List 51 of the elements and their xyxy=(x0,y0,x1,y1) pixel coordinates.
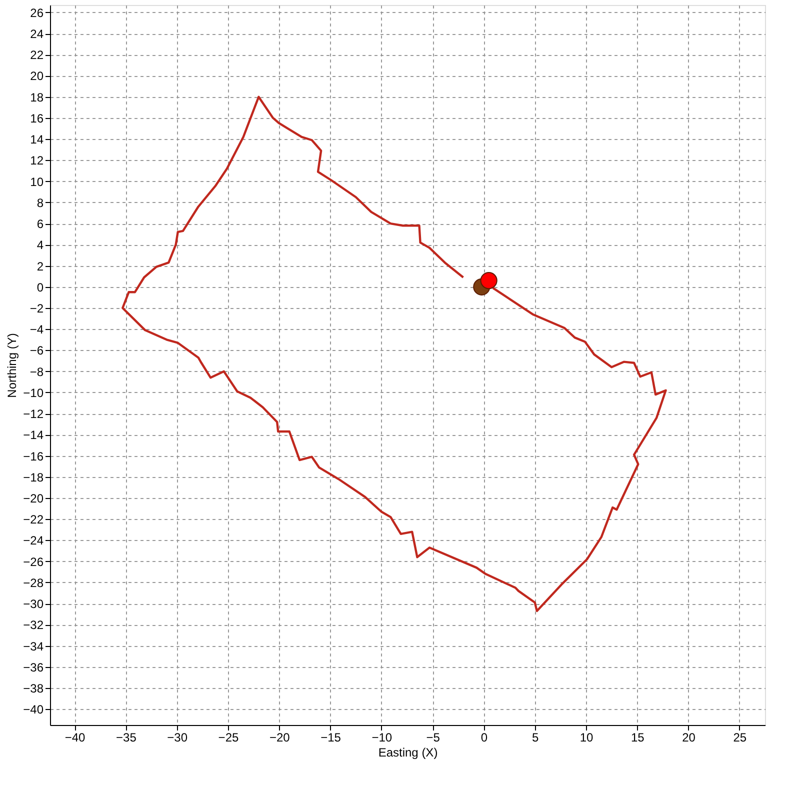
line-series xyxy=(122,96,667,612)
y-tick-label: −16 xyxy=(23,449,44,464)
x-tick-label: −20 xyxy=(269,730,290,744)
y-tick-label: −32 xyxy=(23,618,44,632)
x-tick-label: 0 xyxy=(480,730,488,744)
x-tick-label: 25 xyxy=(733,730,747,744)
x-tick-label: −40 xyxy=(64,730,86,744)
x-tick-label: −35 xyxy=(116,730,137,744)
y-tick-label: 10 xyxy=(30,174,44,189)
y-tick-label: 6 xyxy=(36,217,44,232)
y-tick-label: 12 xyxy=(30,154,44,168)
y-tick-label: 24 xyxy=(30,27,44,42)
y-tick-label: −12 xyxy=(23,407,44,422)
y-tick-label: −4 xyxy=(30,322,44,337)
y-tick-label: 14 xyxy=(30,132,44,147)
x-tick-label: −30 xyxy=(167,730,188,744)
y-tick-label: −38 xyxy=(23,682,44,696)
y-axis-title: Northing (Y) xyxy=(5,333,20,398)
y-tick-label: −30 xyxy=(23,597,44,612)
x-tick-label: −5 xyxy=(426,730,440,744)
y-tick-label: −10 xyxy=(23,386,44,400)
x-tick-label: −25 xyxy=(218,730,239,744)
y-tick-label: −20 xyxy=(23,492,44,506)
y-tick-label: −28 xyxy=(23,576,44,590)
y-tick-label: −2 xyxy=(30,301,44,316)
y-tick-label: 4 xyxy=(36,238,44,252)
y-tick-label: 8 xyxy=(36,196,44,210)
x-tick-label: 10 xyxy=(580,730,594,744)
y-tick-label: 18 xyxy=(30,90,44,104)
y-tick-label: 20 xyxy=(30,69,44,84)
x-axis-title: Easting (X) xyxy=(378,746,438,760)
y-tick-label: −40 xyxy=(23,702,44,717)
y-tick-label: −8 xyxy=(30,364,44,379)
y-tick-label: −26 xyxy=(23,554,44,569)
x-tick-label: 20 xyxy=(682,730,696,744)
y-tick-label: −36 xyxy=(23,660,44,674)
y-tick-label: −6 xyxy=(30,344,44,358)
y-tick-label: −22 xyxy=(23,512,44,527)
x-tick-label: 15 xyxy=(630,730,645,744)
y-tick-label: 26 xyxy=(30,6,44,20)
x-tick-label: 5 xyxy=(532,730,540,744)
x-tick-label: −15 xyxy=(320,730,342,744)
y-tick-label: 2 xyxy=(36,259,44,274)
y-tick-label: 16 xyxy=(30,111,44,126)
y-tick-label: −18 xyxy=(23,470,44,484)
y-tick-label: −14 xyxy=(23,428,44,442)
y-tick-label: 22 xyxy=(30,48,44,62)
x-tick-label: −10 xyxy=(372,730,392,744)
y-tick-label: −24 xyxy=(23,534,44,548)
y-tick-label: 0 xyxy=(36,280,44,294)
y-tick-label: −34 xyxy=(23,639,44,654)
